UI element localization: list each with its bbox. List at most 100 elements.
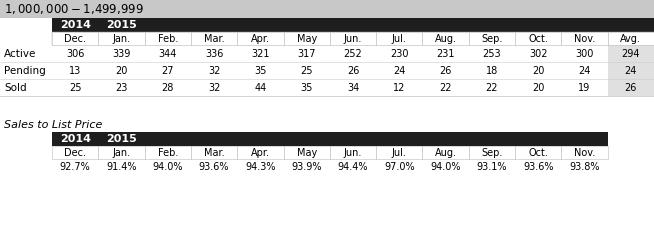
Text: 24: 24 [578,65,591,76]
Text: 25: 25 [69,82,81,92]
Text: Pending: Pending [4,65,46,76]
Text: 35: 35 [254,65,267,76]
Text: 252: 252 [343,49,362,59]
Text: 26: 26 [439,65,452,76]
Bar [469,32,515,45]
Bar [98,146,145,159]
Text: 28: 28 [162,82,174,92]
Text: Mar.: Mar. [204,33,224,43]
Bar [145,79,191,96]
Text: Feb.: Feb. [158,147,178,158]
Bar [376,45,422,62]
Text: 230: 230 [390,49,409,59]
Text: 94.3%: 94.3% [245,163,275,173]
Text: 24: 24 [625,65,637,76]
Bar [608,62,654,79]
Bar [145,32,191,45]
Text: 336: 336 [205,49,223,59]
Bar [237,146,284,159]
Text: 344: 344 [158,49,177,59]
Text: Oct.: Oct. [528,33,548,43]
Bar [98,45,145,62]
Bar [469,45,515,62]
Text: Dec.: Dec. [64,147,86,158]
Bar [191,79,237,96]
Bar [376,32,422,45]
Bar [145,146,191,159]
Text: Jun.: Jun. [344,33,362,43]
Bar [145,45,191,62]
Text: 302: 302 [529,49,547,59]
Text: May: May [296,147,317,158]
Bar [422,146,469,159]
Bar [608,79,654,96]
Text: 306: 306 [66,49,84,59]
Bar [145,62,191,79]
Text: 18: 18 [486,65,498,76]
Text: Nov.: Nov. [574,147,595,158]
Bar [284,32,330,45]
Bar [608,45,654,62]
Bar [515,146,561,159]
Bar [422,62,469,79]
Text: 34: 34 [347,82,359,92]
Bar [52,146,98,159]
Text: 317: 317 [298,49,316,59]
Bar [98,79,145,96]
Text: 294: 294 [621,49,640,59]
Bar [98,62,145,79]
Bar [52,18,654,32]
Text: 300: 300 [576,49,594,59]
Bar [191,146,237,159]
Bar [515,45,561,62]
Text: Feb.: Feb. [158,33,178,43]
Bar [284,62,330,79]
Bar [376,146,422,159]
Bar [469,79,515,96]
Text: 13: 13 [69,65,81,76]
Text: Sold: Sold [4,82,27,92]
Text: Nov.: Nov. [574,33,595,43]
Bar [330,45,376,62]
Text: 321: 321 [251,49,269,59]
Text: 2014: 2014 [60,134,91,144]
Text: 20: 20 [532,65,544,76]
Text: $1,000,000 - $1,499,999: $1,000,000 - $1,499,999 [4,2,144,16]
Bar [52,18,98,32]
Bar [469,146,515,159]
Bar [52,32,654,45]
Bar [284,45,330,62]
Bar [515,62,561,79]
Text: 22: 22 [486,82,498,92]
Text: Oct.: Oct. [528,147,548,158]
Bar [52,132,608,146]
Text: 2015: 2015 [106,20,137,30]
Text: 35: 35 [300,82,313,92]
Text: Aug.: Aug. [435,33,456,43]
Bar [515,32,561,45]
Bar [237,45,284,62]
Bar [561,79,608,96]
Text: 25: 25 [300,65,313,76]
Bar [330,79,376,96]
Text: 20: 20 [115,65,128,76]
Text: 20: 20 [532,82,544,92]
Text: 93.9%: 93.9% [292,163,322,173]
Text: 94.0%: 94.0% [152,163,183,173]
Text: 93.6%: 93.6% [523,163,553,173]
Bar [98,32,145,45]
Text: Avg.: Avg. [621,33,642,43]
Bar [0,0,654,18]
Text: 2014: 2014 [60,20,91,30]
Text: 253: 253 [483,49,501,59]
Text: 93.1%: 93.1% [477,163,507,173]
Bar [469,62,515,79]
Bar [330,32,376,45]
Text: 93.8%: 93.8% [569,163,600,173]
Bar [561,32,608,45]
Bar [376,62,422,79]
Text: Apr.: Apr. [251,147,270,158]
Bar [422,45,469,62]
Bar [284,146,330,159]
Text: Dec.: Dec. [64,33,86,43]
